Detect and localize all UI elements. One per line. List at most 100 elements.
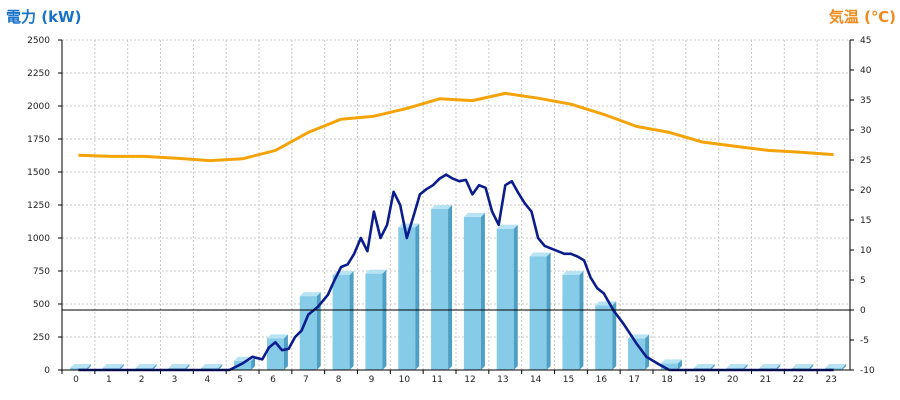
bar-side — [185, 364, 190, 370]
bar-top — [792, 364, 814, 369]
bar-top — [135, 364, 157, 369]
left-tick-label: 1500 — [27, 168, 50, 178]
bar-side — [382, 269, 387, 370]
bar-front — [398, 227, 416, 370]
right-tick-label: 0 — [860, 306, 866, 316]
x-tick-label: 3 — [172, 375, 178, 385]
x-tick-label: 4 — [204, 375, 210, 385]
bar-side — [349, 270, 354, 370]
bar-top — [299, 292, 321, 297]
bar-side — [743, 364, 748, 370]
x-tick-label: 17 — [628, 375, 639, 385]
bar-front — [496, 228, 514, 370]
bar-side — [513, 224, 518, 370]
power-line — [78, 173, 834, 372]
x-tick-label: 2 — [139, 375, 145, 385]
bar-top — [562, 270, 584, 275]
bar-side — [480, 212, 485, 370]
bar-front — [628, 338, 646, 370]
bar-front — [431, 208, 449, 370]
left-tick-label: 1000 — [27, 234, 50, 244]
x-tick-label: 19 — [694, 375, 706, 385]
right-tick-label: 25 — [860, 156, 871, 166]
power-bar — [299, 292, 321, 370]
left-tick-label: 1750 — [27, 135, 50, 145]
bar-front — [365, 273, 383, 370]
right-tick-label: 20 — [860, 186, 872, 196]
power-bars — [69, 204, 847, 370]
bar-side — [710, 364, 715, 370]
x-tick-label: 18 — [661, 375, 673, 385]
bar-side — [119, 364, 124, 370]
temperature-line — [78, 91, 834, 163]
bar-front — [529, 256, 547, 370]
bar-side — [152, 364, 157, 370]
bar-side — [612, 301, 617, 370]
right-tick-label: -10 — [860, 366, 875, 376]
bar-front — [562, 274, 580, 370]
right-axis-ticks: -10 -5 0 5 10 15 20 25 30 35 40 45 — [850, 36, 875, 376]
x-tick-label: 11 — [431, 375, 442, 385]
bar-side — [579, 270, 584, 370]
bar-side — [842, 364, 847, 370]
bar-top — [693, 364, 715, 369]
x-tick-label: 7 — [303, 375, 309, 385]
bar-side — [283, 334, 288, 370]
left-tick-label: 2500 — [27, 36, 50, 46]
bar-front — [660, 363, 678, 370]
power-bar — [660, 359, 682, 370]
left-axis-ticks: 0 250 500 750 1000 1250 1500 1750 2000 2250 2500 — [27, 36, 62, 376]
bar-front — [234, 360, 252, 370]
bar-top — [365, 269, 387, 274]
x-tick-label: 9 — [369, 375, 375, 385]
bar-side — [316, 292, 321, 370]
bar-side — [809, 364, 814, 370]
bar-top — [529, 252, 551, 257]
bar-top — [102, 364, 124, 369]
right-tick-label: -5 — [860, 336, 869, 346]
x-tick-label: 12 — [464, 375, 475, 385]
power-bar — [332, 270, 354, 370]
bar-top — [726, 364, 748, 369]
bar-side — [448, 204, 453, 370]
bar-front — [463, 216, 481, 370]
left-tick-label: 2250 — [27, 69, 50, 79]
chart-lines — [78, 91, 834, 372]
left-tick-label: 2000 — [27, 102, 50, 112]
power-bar — [595, 301, 617, 370]
x-tick-label: 22 — [793, 375, 804, 385]
x-tick-label: 16 — [596, 375, 608, 385]
bar-front — [595, 305, 613, 370]
power-bar — [562, 270, 584, 370]
bar-front — [299, 296, 317, 370]
bar-side — [546, 252, 551, 370]
bar-top — [431, 204, 453, 209]
bar-top — [201, 364, 223, 369]
x-tick-label: 8 — [336, 375, 342, 385]
grid-lines — [61, 39, 851, 370]
axes — [61, 40, 851, 371]
left-tick-label: 0 — [44, 366, 50, 376]
left-tick-label: 1250 — [27, 201, 50, 211]
right-tick-label: 40 — [860, 66, 872, 76]
right-tick-label: 10 — [860, 246, 872, 256]
x-tick-label: 10 — [399, 375, 411, 385]
bar-side — [415, 223, 420, 370]
power-bar — [496, 224, 518, 370]
power-bar — [628, 334, 650, 370]
x-tick-label: 5 — [237, 375, 243, 385]
power-bar — [463, 212, 485, 370]
x-tick-label: 15 — [563, 375, 574, 385]
bar-top — [266, 334, 288, 339]
bar-side — [86, 364, 91, 370]
power-bar — [431, 204, 453, 370]
left-tick-label: 500 — [33, 300, 50, 310]
x-tick-label: 23 — [825, 375, 836, 385]
bar-top — [168, 364, 190, 369]
left-tick-label: 750 — [33, 267, 50, 277]
power-bar — [266, 334, 288, 370]
bar-front — [332, 274, 350, 370]
right-tick-label: 35 — [860, 96, 871, 106]
